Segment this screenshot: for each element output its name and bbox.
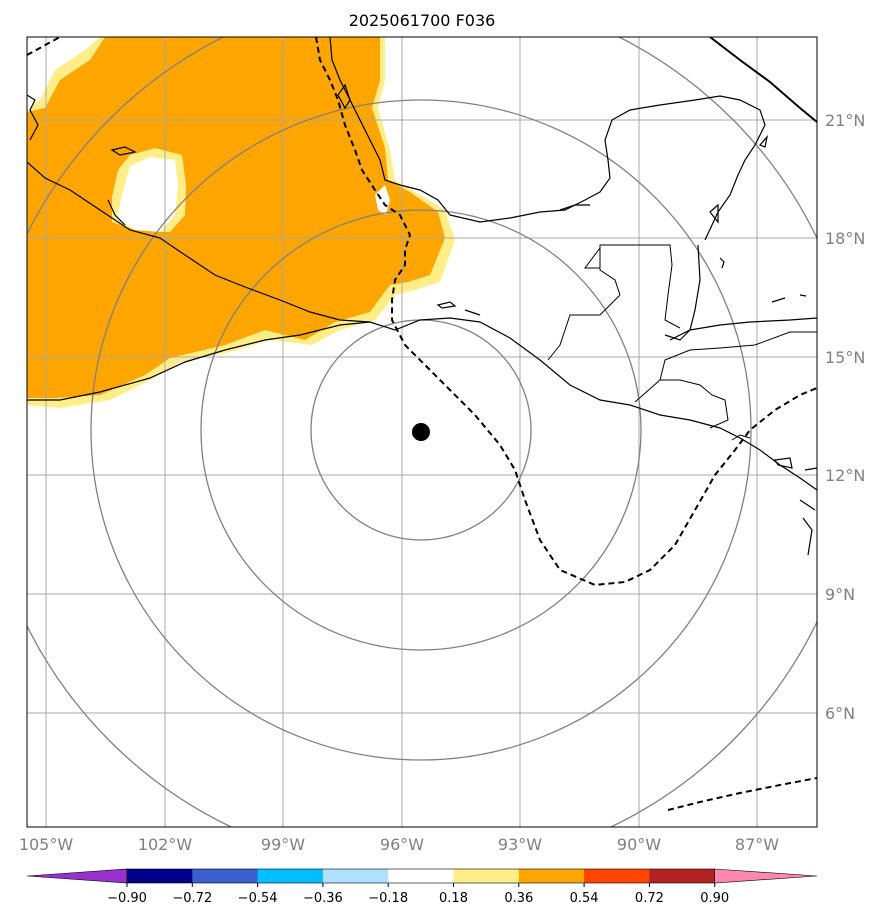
lat-tick: 9°N [825,585,855,604]
country-borders [547,244,817,441]
lat-tick: 21°N [825,111,865,130]
colorbar-label: −0.18 [368,891,408,906]
map-frame [26,36,818,828]
colorbar-label: 0.54 [570,891,599,906]
graticule [27,37,817,827]
colorbar-bin [127,869,193,883]
colorbar-bin [453,869,520,883]
colorbar: −0.90 −0.72 −0.54 −0.36 −0.18 0.18 0.36 0.54 0.7… [26,868,818,906]
colorbar-label: −0.72 [172,891,212,906]
colorbar-extend-low [26,868,128,884]
colorbar-label: 0.18 [439,891,468,906]
lat-tick-labels: 21°N 18°N 15°N 12°N 9°N 6°N [825,111,865,723]
lat-tick: 15°N [825,348,865,367]
colorbar-outline [126,868,716,884]
map-title: 2025061700 F036 [349,11,496,30]
colorbar-label: 0.90 [700,891,729,906]
colorbar-label: −0.90 [107,891,147,906]
lat-tick: 12°N [825,466,865,485]
colorbar-bin [388,869,454,883]
lat-tick: 6°N [825,704,855,723]
coastlines [27,37,817,556]
colorbar-bin [192,869,259,883]
lon-tick-labels: 105°W 102°W 99°W 96°W 93°W 90°W 87°W [19,835,779,854]
colorbar-bin [518,869,585,883]
lon-tick: 105°W [19,835,74,854]
colorbar-bin [322,869,389,883]
upper-right-arc [709,37,817,123]
dashed-contours [27,37,817,811]
colorbar-bin [649,869,716,883]
colorbar-bin [257,869,324,883]
center-marker [412,423,430,441]
lon-tick: 102°W [138,835,193,854]
lat-tick: 18°N [825,229,865,248]
colorbar-label: −0.54 [238,891,278,906]
lon-tick: 90°W [617,835,661,854]
colorbar-bin [584,869,650,883]
colorbar-extend-high [714,868,818,884]
colorbar-label: −0.36 [303,891,343,906]
lon-tick: 96°W [380,835,424,854]
lon-tick: 87°W [735,835,779,854]
colorbar-label: 0.72 [635,891,664,906]
lon-tick: 99°W [261,835,305,854]
shaded-field [27,37,455,408]
colorbar-label: 0.36 [504,891,533,906]
lon-tick: 93°W [498,835,542,854]
